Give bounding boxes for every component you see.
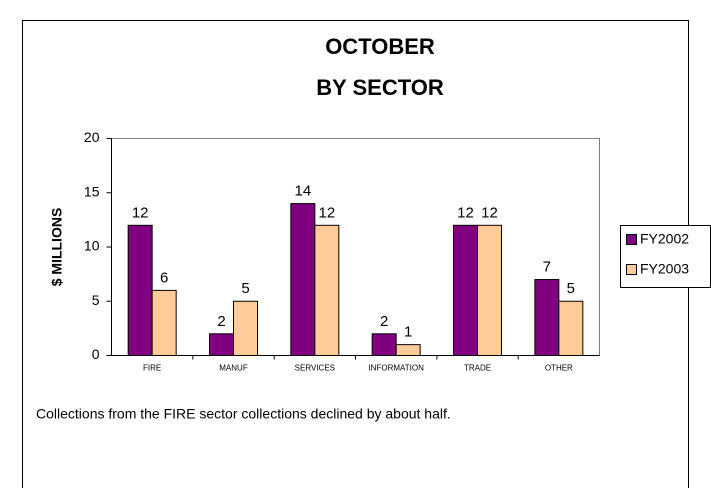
data-label: 1	[404, 324, 412, 341]
bar	[371, 333, 397, 356]
bar	[209, 333, 234, 356]
y-tick-label: 5	[92, 292, 100, 308]
caption: Collections from the FIRE sector collect…	[36, 406, 451, 422]
bar	[453, 224, 478, 356]
y-tick-label: 10	[84, 238, 100, 254]
bar	[558, 300, 584, 356]
bar	[233, 300, 258, 356]
data-label: 12	[481, 204, 498, 221]
data-label: 2	[380, 313, 388, 330]
chart-title: OCTOBER	[325, 34, 435, 59]
data-label: 12	[132, 204, 149, 221]
bar	[127, 224, 153, 356]
y-tick-label: 15	[84, 183, 100, 199]
data-label: 2	[217, 313, 225, 330]
x-tick-label: INFORMATION	[368, 364, 424, 373]
data-label: 12	[318, 204, 335, 221]
data-label: 7	[543, 259, 551, 276]
bar	[314, 224, 340, 356]
y-tick-label: 0	[92, 346, 100, 362]
bar	[151, 289, 177, 356]
x-tick-label: MANUF	[219, 364, 248, 373]
data-label: 14	[294, 183, 311, 200]
x-tick-label: FIRE	[143, 364, 161, 373]
legend-swatch	[626, 264, 637, 275]
x-tick-label: SERVICES	[295, 364, 335, 373]
legend-swatch	[626, 234, 637, 245]
bar	[534, 279, 560, 356]
data-label: 5	[241, 280, 249, 297]
data-label: 6	[160, 269, 168, 286]
bar	[290, 203, 316, 356]
x-tick-label: OTHER	[545, 364, 573, 373]
chart-title: BY SECTOR	[316, 75, 444, 100]
legend-label: FY2002	[640, 231, 689, 247]
data-label: 12	[457, 204, 474, 221]
data-label: 5	[567, 280, 575, 297]
y-tick-label: 20	[84, 129, 100, 145]
bar	[395, 344, 421, 356]
y-axis-label: $ MILLIONS	[49, 208, 65, 287]
x-tick-label: TRADE	[464, 364, 491, 373]
legend-label: FY2003	[640, 261, 689, 277]
bar	[477, 224, 502, 356]
